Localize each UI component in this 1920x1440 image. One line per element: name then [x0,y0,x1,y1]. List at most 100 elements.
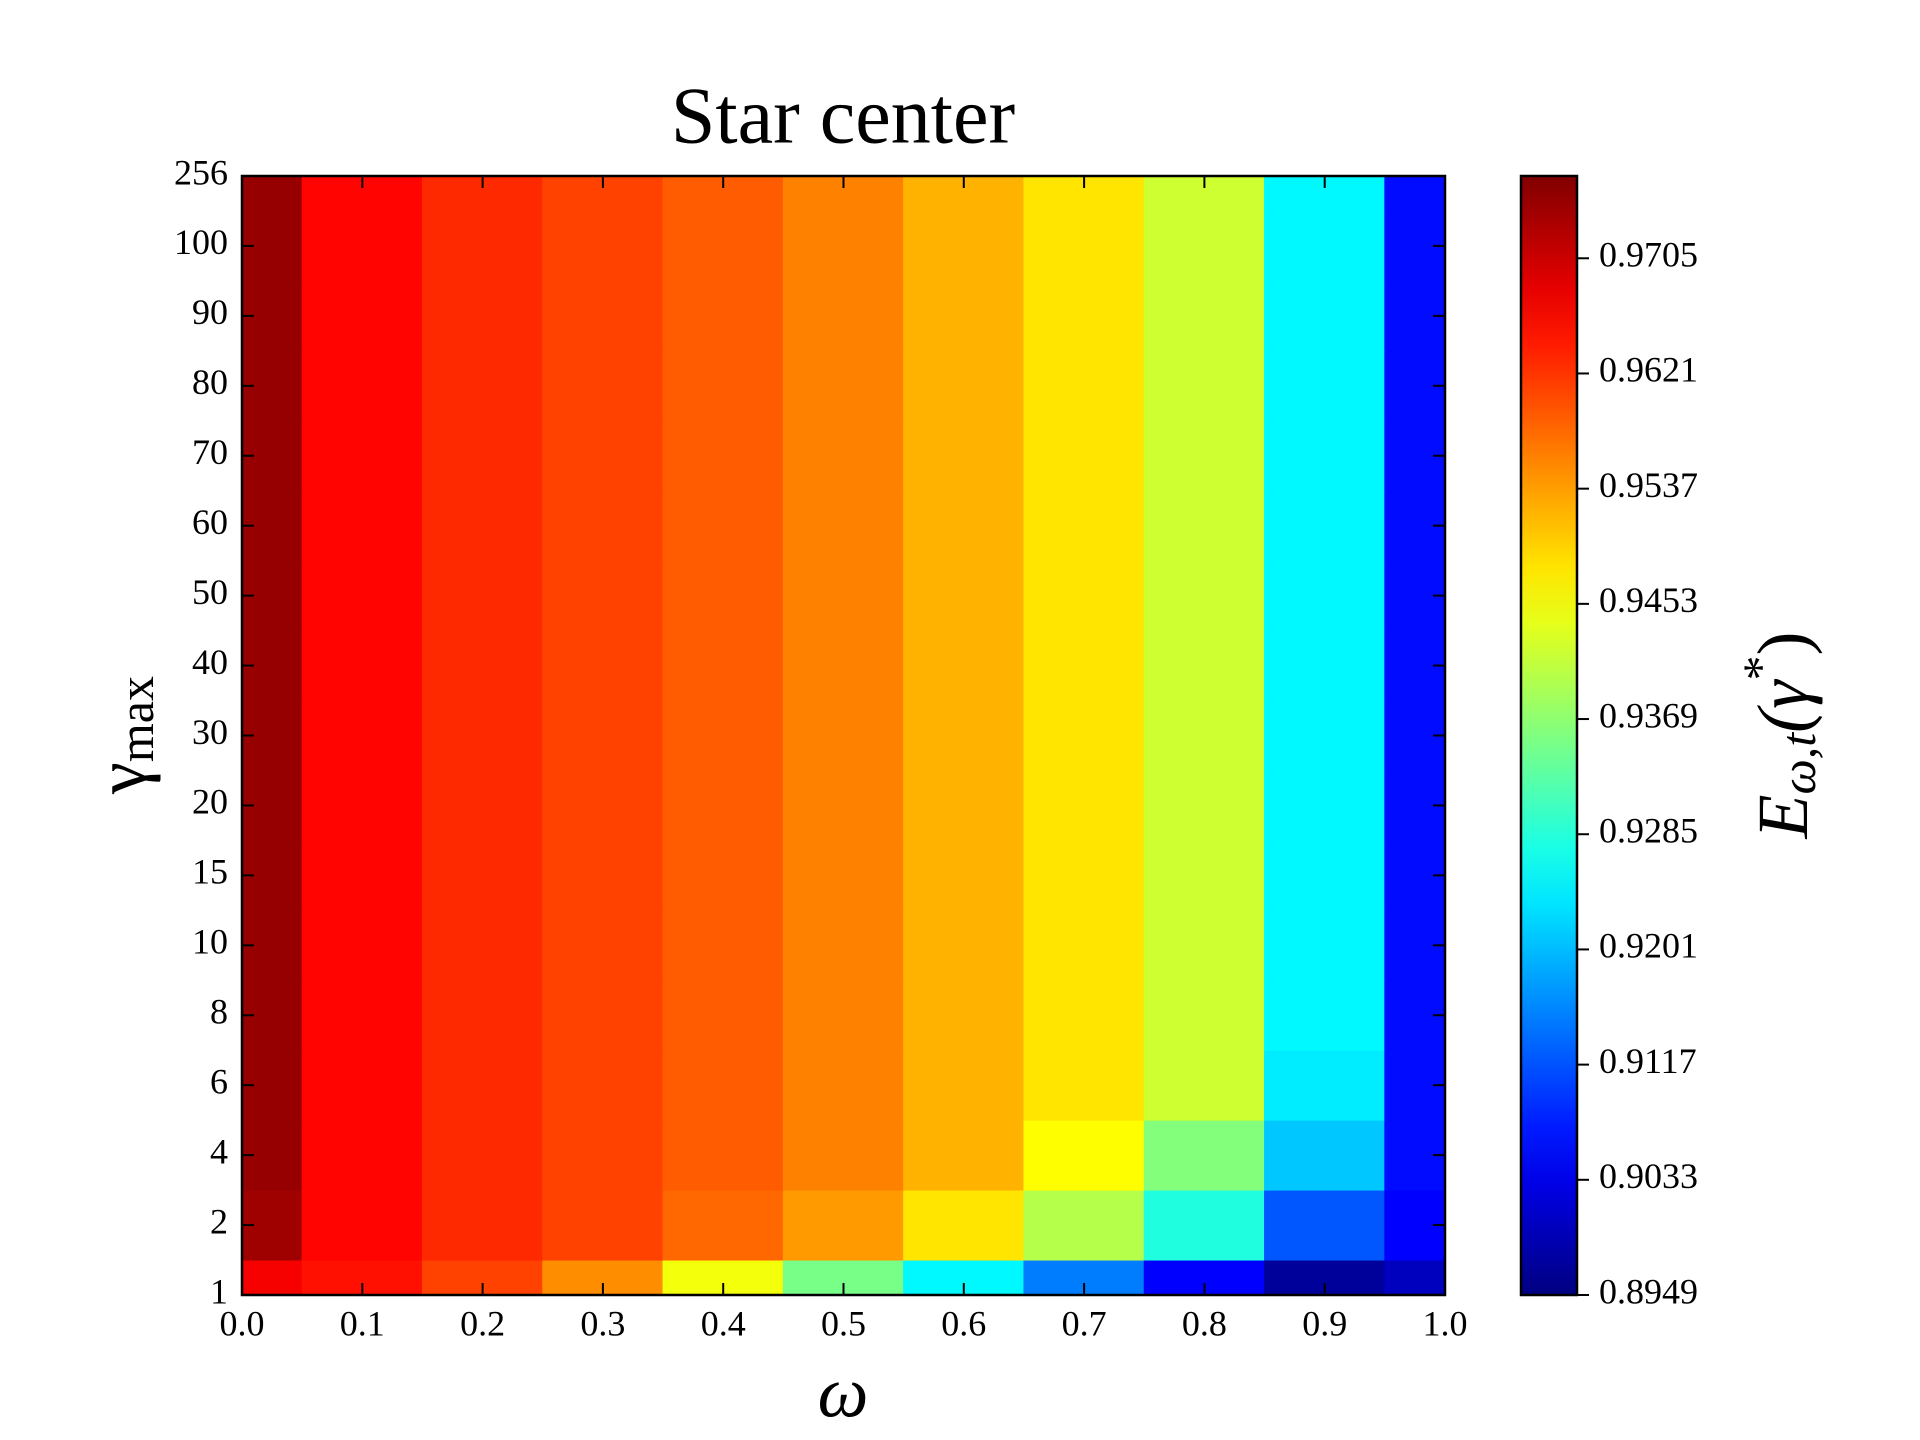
heatmap-cell [1384,176,1445,212]
y-tick-label: 70 [192,432,228,472]
heatmap-cell [542,560,664,632]
heatmap-cell [903,839,1025,911]
heatmap-cell [301,909,423,981]
heatmap-cell [421,420,544,492]
heatmap-cell [782,630,905,702]
heatmap-cell [421,210,544,282]
heatmap-cell [301,979,423,1051]
heatmap-cell [542,210,664,282]
heatmap-cell [903,420,1025,492]
colorbar-tick-label: 0.9117 [1599,1041,1697,1081]
heatmap-cell [1264,350,1386,422]
heatmap-cell [662,350,784,422]
y-tick-label: 90 [192,292,228,332]
x-tick-label: 0.6 [941,1303,986,1343]
heatmap-cell [782,280,905,352]
heatmap-cell [782,769,905,841]
x-tick-label: 0.3 [580,1303,625,1343]
heatmap-cell [542,1189,664,1261]
heatmap-cell [903,630,1025,702]
heatmap-cell [662,700,784,771]
heatmap-cell [542,1119,664,1191]
heatmap-cell [301,1119,423,1191]
chart-title: Star center [671,72,1015,160]
y-axis-label: γmax [81,676,165,795]
y-tick-label: 20 [192,782,228,822]
heatmap-cell [782,1189,905,1261]
heatmap-cell [1143,979,1266,1051]
y-tick-label: 1 [210,1271,228,1311]
y-tick-label: 40 [192,642,228,682]
heatmap-cell [421,560,544,632]
heatmap-cell [1023,1189,1145,1261]
heatmap-cell [421,630,544,702]
heatmap-cell [301,1189,423,1261]
x-tick-label: 0.2 [460,1303,505,1343]
colorbar-tick-label: 0.9369 [1599,695,1698,735]
heatmap-cell [421,1119,544,1191]
heatmap-cell [421,979,544,1051]
x-tick-label: 0.7 [1062,1303,1107,1343]
heatmap-cell [301,350,423,422]
heatmap-cell [662,490,784,562]
heatmap-cell [662,979,784,1051]
heatmap-cell [782,490,905,562]
heatmap-cell [542,280,664,352]
heatmap-cell [662,1119,784,1191]
heatmap-cell [1023,839,1145,911]
heatmap-cell [662,839,784,911]
heatmap-cell [1143,210,1266,282]
colorbar-label-subscript: ω,t [1770,732,1826,795]
heatmap-cell [1143,490,1266,562]
colorbar-tick-label: 0.9705 [1599,235,1698,275]
heatmap-cell [542,769,664,841]
heatmap-cell [662,1049,784,1121]
x-tick-label: 0.8 [1182,1303,1227,1343]
heatmap-cell [782,560,905,632]
heatmap-cell [542,490,664,562]
heatmap-cell [421,1049,544,1121]
y-axis-label-subscript: max [108,676,164,762]
heatmap-cell [662,630,784,702]
x-tick-label: 0.9 [1302,1303,1347,1343]
heatmap-cell [242,1259,303,1295]
y-tick-label: 2 [210,1201,228,1241]
heatmap-cell [421,280,544,352]
colorbar [1519,174,1579,1297]
heatmap-cell [1023,420,1145,492]
heatmap-cell [903,1119,1025,1191]
heatmap-cell [1264,909,1386,981]
heatmap-cell [1143,560,1266,632]
heatmap-cell [903,350,1025,422]
colorbar-tick-label: 0.9453 [1599,580,1698,620]
heatmap-cell [1264,769,1386,841]
y-tick-label: 8 [210,992,228,1032]
heatmap-cell [421,1189,544,1261]
heatmap-cell [421,490,544,562]
colorbar-label-open: (γ [1743,679,1823,733]
heatmap-cell [1023,210,1145,282]
heatmap-cell [1023,350,1145,422]
heatmap-cell [301,210,423,282]
y-tick-label: 30 [192,712,228,752]
heatmap-cell [1143,839,1266,911]
colorbar-label: Eω,t(γ*) [1732,631,1826,839]
y-tick-label: 4 [210,1131,228,1171]
heatmap-cell [1264,630,1386,702]
heatmap-cell [782,420,905,492]
heatmap-cell [903,490,1025,562]
heatmap-cell [782,979,905,1051]
y-tick-label: 50 [192,572,228,612]
heatmap-cell [1143,1049,1266,1121]
heatmap-cell [1143,909,1266,981]
heatmap-cell [782,700,905,771]
heatmap-cell [421,350,544,422]
x-axis-label: ω [818,1353,869,1433]
heatmap-cell [903,909,1025,981]
heatmap-cell [421,839,544,911]
heatmap-cell [1023,1049,1145,1121]
heatmap-cell [301,490,423,562]
y-axis-label-symbol: γ [81,762,161,795]
y-tick-label: 15 [192,852,228,892]
heatmap-cell [1264,1049,1386,1121]
